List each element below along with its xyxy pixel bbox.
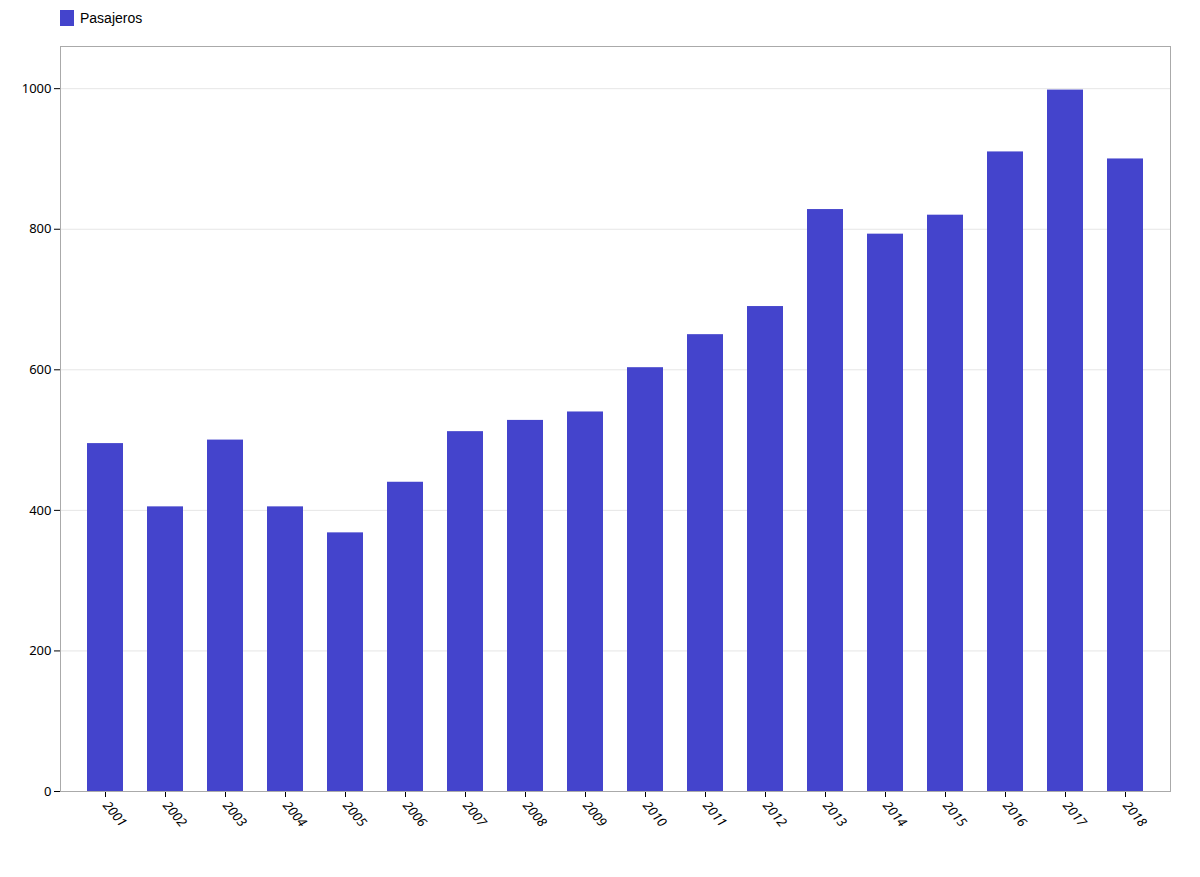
svg-text:2015: 2015 xyxy=(939,797,971,831)
svg-text:600: 600 xyxy=(29,360,51,378)
svg-text:2013: 2013 xyxy=(819,797,851,831)
svg-text:2005: 2005 xyxy=(339,797,371,831)
svg-text:2009: 2009 xyxy=(579,797,611,831)
svg-text:400: 400 xyxy=(29,501,51,519)
svg-text:2006: 2006 xyxy=(399,797,432,831)
svg-text:2007: 2007 xyxy=(459,797,492,831)
svg-text:2003: 2003 xyxy=(219,797,251,831)
svg-text:2004: 2004 xyxy=(279,797,311,831)
svg-text:2010: 2010 xyxy=(639,797,671,831)
svg-text:200: 200 xyxy=(29,641,51,659)
svg-text:2018: 2018 xyxy=(1119,797,1152,831)
svg-text:2011: 2011 xyxy=(699,797,731,831)
svg-text:2002: 2002 xyxy=(159,797,191,831)
svg-text:2016: 2016 xyxy=(999,797,1032,831)
svg-text:2001: 2001 xyxy=(99,797,131,831)
svg-text:2017: 2017 xyxy=(1059,797,1092,831)
svg-text:1000: 1000 xyxy=(22,79,52,97)
svg-text:2012: 2012 xyxy=(759,797,791,831)
html-text:Pasajeros: Pasajeros xyxy=(80,10,143,26)
svg-text:2008: 2008 xyxy=(519,797,552,831)
svg-text:2014: 2014 xyxy=(879,797,911,831)
svg-text:800: 800 xyxy=(29,219,51,237)
svg-text:0: 0 xyxy=(44,782,51,800)
